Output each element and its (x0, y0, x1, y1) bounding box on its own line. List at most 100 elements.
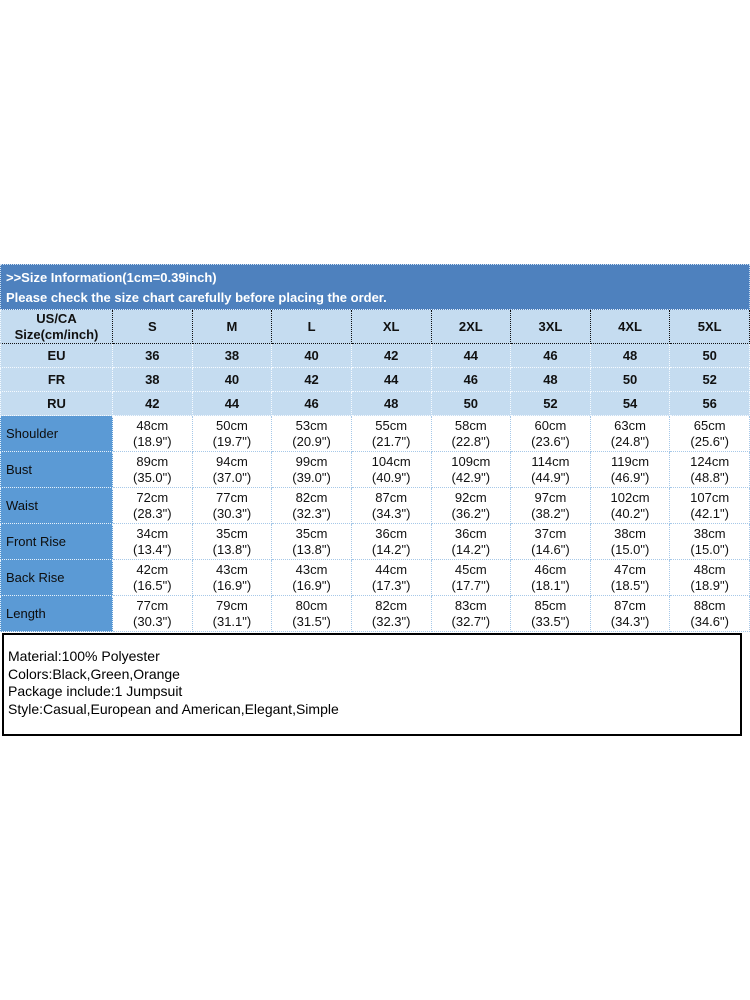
measurement-cell: 119cm (46.9") (590, 452, 671, 488)
measurement-cell: 38cm (15.0") (670, 524, 750, 560)
measurement-inch-value: (33.5") (531, 613, 570, 629)
measurement-cm-value: 35cm (216, 525, 248, 541)
conversion-value: 48 (511, 368, 591, 392)
measurement-cell: 48cm (18.9") (113, 416, 193, 452)
measurement-label: Back Rise (0, 560, 113, 596)
measurement-cm-value: 82cm (295, 489, 328, 505)
measurement-label: Length (0, 596, 113, 632)
measurement-inch-value: (18.9") (133, 433, 172, 449)
size-column-header-4xl: 4XL (590, 310, 671, 344)
product-info-line: Colors:Black,Green,Orange (8, 665, 180, 682)
size-column-header-3xl: 3XL (511, 310, 591, 344)
conversion-value: 46 (272, 392, 352, 416)
conversion-value: 54 (590, 392, 671, 416)
size-header-row: US/CA Size(cm/inch) S M L XL 2XL 3XL 4XL 5XL (0, 310, 750, 344)
measurement-cm-value: 119cm (611, 453, 650, 469)
measurement-cm-value: 87cm (375, 489, 408, 505)
conversion-value: 48 (590, 344, 671, 368)
measurement-cm-value: 50cm (216, 417, 248, 433)
measurement-cm-value: 55cm (375, 417, 408, 433)
measurement-inch-value: (20.9") (292, 433, 331, 449)
banner-subtitle: Please check the size chart carefully be… (6, 290, 387, 305)
measurement-cm-value: 94cm (216, 453, 248, 469)
measurement-cm-value: 85cm (534, 597, 567, 613)
measurement-row-waist: Waist 72cm (28.3") 77cm (30.3") 82cm (32.3") 87… (0, 488, 750, 524)
measurement-cell: 85cm (33.5") (511, 596, 591, 632)
conversion-value: 42 (113, 392, 193, 416)
measurement-cell: 94cm (37.0") (192, 452, 273, 488)
conversion-value: 50 (431, 392, 512, 416)
product-info-line: Package include:1 Jumpsuit (8, 683, 183, 699)
conversion-value: 44 (192, 392, 273, 416)
region-label: FR (0, 368, 113, 392)
size-column-header-m: M (192, 310, 273, 344)
measurement-cm-value: 37cm (534, 525, 567, 541)
measurement-cm-value: 104cm (371, 453, 411, 469)
conversion-value: 46 (511, 344, 591, 368)
measurement-cm-value: 43cm (295, 561, 328, 577)
measurement-cell: 82cm (32.3") (272, 488, 352, 524)
measurement-cm-value: 97cm (534, 489, 567, 505)
banner-title: >>Size Information(1cm=0.39inch) (6, 270, 217, 285)
measurement-cell: 37cm (14.6") (511, 524, 591, 560)
measurement-cm-value: 80cm (295, 597, 328, 613)
measurement-inch-value: (32.7") (451, 613, 491, 629)
size-column-header-xl: XL (351, 310, 432, 344)
measurement-inch-value: (15.0") (690, 541, 729, 557)
size-column-header-2xl: 2XL (431, 310, 512, 344)
measurement-cell: 36cm (14.2") (431, 524, 512, 560)
measurement-inch-value: (16.9") (212, 577, 252, 593)
measurement-cm-value: 63cm (614, 417, 646, 433)
measurement-inch-value: (18.9") (690, 577, 729, 593)
measurement-inch-value: (28.3") (133, 505, 172, 521)
measurement-cell: 114cm (44.9") (511, 452, 591, 488)
measurement-inch-value: (34.3") (371, 505, 411, 521)
size-chart-sheet: >>Size Information(1cm=0.39inch) Please … (0, 264, 750, 632)
measurement-inch-value: (15.0") (610, 541, 650, 557)
conversion-value: 56 (670, 392, 750, 416)
conversion-value: 40 (192, 368, 273, 392)
measurement-inch-value: (42.9") (451, 469, 491, 485)
measurement-cm-value: 124cm (690, 453, 730, 469)
measurement-inch-value: (16.9") (292, 577, 331, 593)
measurement-row-shoulder: Shoulder 48cm (18.9") 50cm (19.7") 53cm (20.9"… (0, 416, 750, 452)
measurement-cm-value: 83cm (454, 597, 487, 613)
measurement-cell: 35cm (13.8") (192, 524, 273, 560)
measurement-cell: 38cm (15.0") (590, 524, 671, 560)
measurement-cm-value: 72cm (136, 489, 169, 505)
measurement-inch-value: (37.0") (212, 469, 252, 485)
measurement-cell: 58cm (22.8") (431, 416, 512, 452)
measurement-cell: 83cm (32.7") (431, 596, 512, 632)
size-table-head: US/CA Size(cm/inch) S M L XL 2XL 3XL 4XL 5XL (0, 310, 750, 344)
measurement-row-back-rise: Back Rise 42cm (16.5") 43cm (16.9") 43cm (16.9… (0, 560, 750, 596)
measurement-inch-value: (21.7") (371, 433, 411, 449)
measurement-cell: 47cm (18.5") (590, 560, 671, 596)
conversion-value: 52 (670, 368, 750, 392)
measurement-cell: 92cm (36.2") (431, 488, 512, 524)
conversion-value: 48 (351, 392, 432, 416)
measurement-cm-value: 38cm (693, 525, 726, 541)
measurement-cm-value: 77cm (136, 597, 169, 613)
corner-header: US/CA Size(cm/inch) (0, 310, 113, 344)
product-info-line: Style:Casual,European and American,Elega… (8, 700, 339, 717)
measurement-cm-value: 107cm (690, 489, 730, 505)
measurement-cm-value: 35cm (295, 525, 328, 541)
measurement-cell: 109cm (42.9") (431, 452, 512, 488)
measurement-label: Waist (0, 488, 113, 524)
product-info-line: Material:100% Polyester (8, 648, 160, 664)
measurement-inch-value: (17.3") (371, 577, 411, 593)
measurement-cell: 50cm (19.7") (192, 416, 273, 452)
measurement-inch-value: (19.7") (212, 433, 252, 449)
conversion-value: 50 (670, 344, 750, 368)
region-label: RU (0, 392, 113, 416)
measurement-inch-value: (23.6") (531, 433, 570, 449)
measurement-inch-value: (34.6") (690, 613, 729, 629)
measurement-cm-value: 48cm (136, 417, 169, 433)
measurement-cell: 36cm (14.2") (351, 524, 432, 560)
measurement-cell: 48cm (18.9") (670, 560, 750, 596)
measurement-rows: Shoulder 48cm (18.9") 50cm (19.7") 53cm (20.9"… (0, 416, 750, 632)
measurement-cm-value: 45cm (454, 561, 487, 577)
conversion-value: 42 (351, 344, 432, 368)
product-info-box: Material:100% Polyester Colors:Black,Gree… (2, 633, 742, 736)
measurement-inch-value: (14.6") (531, 541, 570, 557)
